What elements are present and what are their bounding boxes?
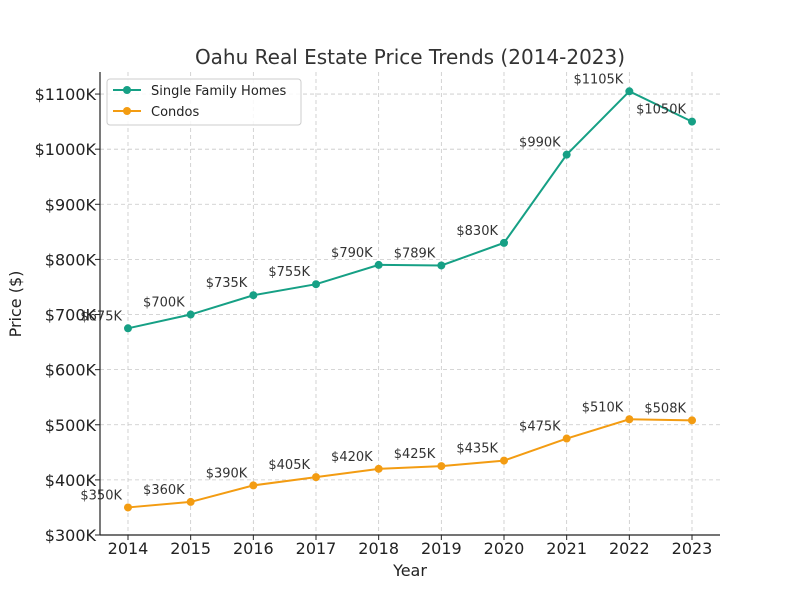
data-point: [437, 261, 446, 270]
y-tick-label: $1100K: [35, 85, 97, 104]
data-point: [625, 87, 634, 96]
data-point: [186, 497, 195, 506]
legend-label: Condos: [151, 105, 199, 120]
data-point: [249, 291, 258, 300]
data-label: $475K: [519, 420, 561, 435]
grid: [100, 72, 720, 536]
data-label: $675K: [80, 309, 122, 324]
data-label: $510K: [582, 400, 624, 415]
data-point: [312, 473, 320, 482]
legend-entry: Single Family Homes: [113, 84, 286, 99]
series-line: [127, 418, 693, 509]
axes: $300K $400K $500K $600K $700K $800K $900K $1000…: [35, 72, 720, 558]
legend-marker: [123, 107, 131, 115]
legend-entry: Condos: [113, 105, 199, 120]
data-point: [249, 481, 258, 490]
data-label: $405K: [268, 458, 310, 473]
y-tick-label: $400K: [45, 471, 97, 490]
data-label: $755K: [268, 265, 310, 280]
series-1: $350K $360K $390K $405K $420K $425K $435K $475K…: [80, 400, 696, 512]
data-label: $1050K: [636, 103, 686, 118]
data-point: [625, 415, 634, 424]
data-point: [124, 503, 132, 512]
x-axis-label: Year: [392, 561, 427, 580]
data-point: [500, 456, 508, 465]
series-0: $675K $700K $735K $755K $790K $789K $830K $990K…: [80, 72, 696, 333]
data-label: $390K: [206, 466, 248, 481]
data-point: [562, 150, 571, 159]
data-point: [124, 324, 132, 333]
data-point: [500, 238, 508, 247]
y-tick-label: $900K: [45, 195, 97, 214]
x-tick-label: 2014: [108, 539, 149, 558]
data-label: $350K: [80, 488, 122, 503]
data-point: [562, 434, 571, 443]
series-line: [127, 90, 693, 330]
data-point: [688, 117, 696, 126]
x-tick-label: 2015: [170, 539, 211, 558]
x-tick-label: 2023: [672, 539, 713, 558]
data-point: [312, 280, 320, 289]
data-point: [186, 310, 195, 319]
x-tick-label: 2018: [358, 539, 399, 558]
y-tick-label: $800K: [45, 250, 97, 269]
data-point: [437, 462, 446, 471]
x-tick-label: 2020: [484, 539, 525, 558]
x-tick-label: 2019: [421, 539, 462, 558]
data-label: $700K: [143, 296, 185, 311]
x-tick-label: 2021: [546, 539, 587, 558]
data-point: [374, 464, 383, 473]
data-point: [374, 260, 383, 269]
y-tick-label: $700K: [45, 306, 97, 325]
data-label: $990K: [519, 136, 561, 151]
data-label: $360K: [143, 483, 185, 498]
legend-marker: [123, 86, 131, 94]
data-label: $790K: [331, 246, 373, 261]
y-tick-label: $600K: [45, 361, 97, 380]
legend-box: [106, 78, 302, 126]
data-label: $830K: [456, 224, 498, 239]
data-label: $508K: [644, 401, 686, 416]
data-label: $1105K: [573, 72, 623, 87]
legend-label: Single Family Homes: [151, 84, 286, 99]
x-tick-label: 2016: [233, 539, 274, 558]
x-tick-label: 2017: [296, 539, 337, 558]
data-label: $435K: [456, 442, 498, 457]
data-label: $420K: [331, 450, 373, 465]
data-label: $735K: [206, 276, 248, 291]
y-tick-label: $300K: [45, 526, 97, 545]
legend: Single Family Homes Condos: [106, 78, 302, 126]
data-label: $789K: [394, 246, 436, 261]
data-point: [688, 416, 696, 425]
y-tick-label: $500K: [45, 416, 97, 435]
data-label: $425K: [394, 447, 436, 462]
chart-title: Oahu Real Estate Price Trends (2014-2023…: [195, 45, 625, 69]
x-tick-label: 2022: [609, 539, 650, 558]
y-tick-label: $1000K: [35, 140, 97, 159]
y-axis-label: Price ($): [6, 271, 25, 338]
series-group: $675K $700K $735K $755K $790K $789K $830K $990K…: [80, 72, 696, 512]
